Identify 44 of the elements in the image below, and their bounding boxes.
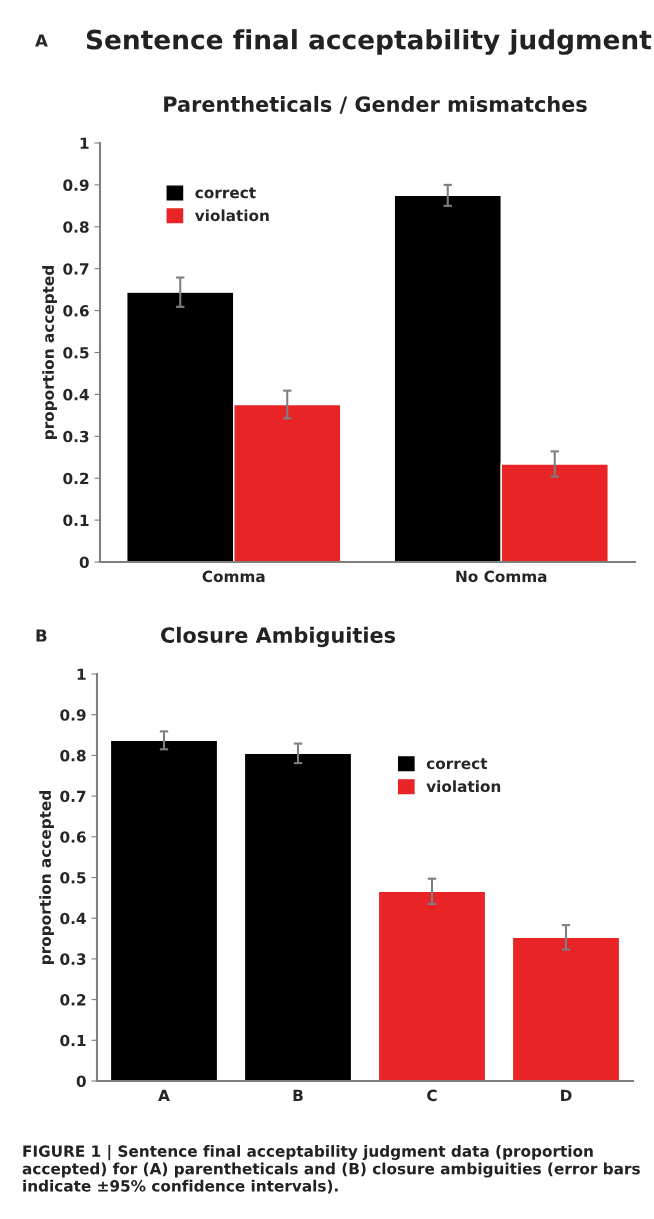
y-tick-label: 0.4	[60, 912, 86, 925]
y-tick-label: 1	[80, 137, 89, 149]
y-tick-label: 0	[76, 1075, 86, 1088]
legend-label: correct	[426, 758, 488, 770]
y-tick-label: 0.7	[63, 263, 89, 275]
y-tick-label: 0.2	[60, 994, 86, 1006]
text: A	[35, 34, 48, 47]
y-tick-label: 0.5	[63, 346, 89, 359]
chart-subtitle: Parentheticals / Gender mismatches	[164, 95, 587, 114]
x-tick-label: No Comma	[456, 570, 547, 583]
y-tick-label: 0.4	[63, 388, 89, 401]
x-tick-label: B	[293, 1089, 303, 1101]
y-tick-label: 0.2	[63, 472, 89, 485]
y-tick-label: 0.9	[60, 709, 86, 721]
y-axis-title: proportion accepted	[39, 791, 54, 964]
y-tick-label: 0.8	[63, 221, 89, 233]
chart-title: Closure Ambiguities	[161, 626, 396, 648]
y-tick-label: 0.8	[60, 749, 86, 762]
y-tick-label: 0.3	[63, 430, 89, 443]
y-tick-label: 1	[77, 668, 86, 680]
text: B	[36, 629, 47, 642]
bar	[377, 890, 487, 1081]
chart-title: Sentence final acceptability judgment	[86, 29, 652, 55]
bar	[243, 752, 353, 1081]
x-tick-label: Comma	[202, 570, 265, 583]
y-tick-label: 0.1	[63, 514, 89, 527]
y-tick-label: 0	[79, 556, 89, 569]
y-axis-title: proportion accepted	[42, 266, 57, 439]
x-tick-label: D	[561, 1089, 572, 1101]
y-tick-label: 0.9	[63, 179, 89, 191]
legend-label: violation	[426, 780, 501, 793]
legend-label: correct	[195, 187, 256, 199]
y-tick-label: 0.7	[60, 790, 86, 803]
caption: FIGURE 1 | Sentence final acceptability judgment data (proportion accepted) for (A) parentheticals and (B) closure ambiguities (error bars indicate ±95% confidence intervals).	[22, 1145, 640, 1194]
y-tick-label: 0.3	[60, 953, 86, 965]
y-tick-label: 0.5	[60, 871, 86, 884]
y-tick-label: 0.1	[60, 1034, 86, 1047]
y-tick-label: 0.6	[60, 831, 86, 843]
bar	[109, 739, 219, 1081]
legend-label: violation	[194, 209, 269, 222]
y-tick-label: 0.6	[63, 305, 89, 317]
x-tick-label: A	[158, 1089, 170, 1101]
bar	[511, 936, 621, 1081]
x-tick-label: C	[427, 1089, 437, 1102]
